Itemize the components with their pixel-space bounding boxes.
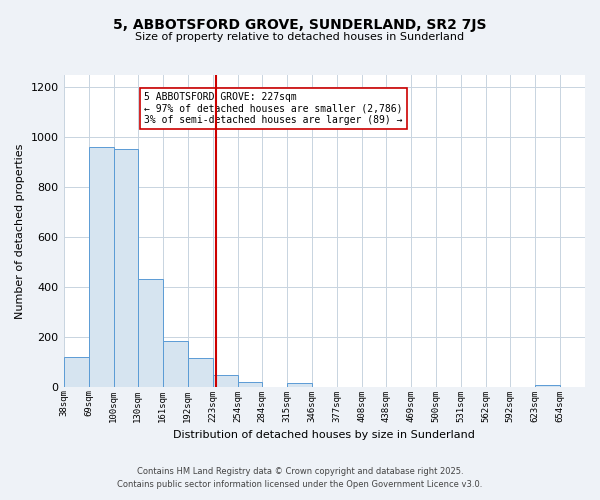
- Bar: [287, 383, 312, 386]
- Bar: [238, 382, 262, 386]
- Y-axis label: Number of detached properties: Number of detached properties: [15, 143, 25, 318]
- Bar: [163, 340, 188, 386]
- Bar: [137, 280, 163, 386]
- Text: 5, ABBOTSFORD GROVE, SUNDERLAND, SR2 7JS: 5, ABBOTSFORD GROVE, SUNDERLAND, SR2 7JS: [113, 18, 487, 32]
- X-axis label: Distribution of detached houses by size in Sunderland: Distribution of detached houses by size …: [173, 430, 475, 440]
- Text: Contains public sector information licensed under the Open Government Licence v3: Contains public sector information licen…: [118, 480, 482, 489]
- Text: Contains HM Land Registry data © Crown copyright and database right 2025.: Contains HM Land Registry data © Crown c…: [137, 467, 463, 476]
- Bar: [212, 376, 238, 386]
- Bar: [89, 148, 113, 386]
- Bar: [64, 356, 89, 386]
- Text: Size of property relative to detached houses in Sunderland: Size of property relative to detached ho…: [136, 32, 464, 42]
- Bar: [188, 358, 212, 386]
- Text: 5 ABBOTSFORD GROVE: 227sqm
← 97% of detached houses are smaller (2,786)
3% of se: 5 ABBOTSFORD GROVE: 227sqm ← 97% of deta…: [145, 92, 403, 126]
- Bar: [113, 148, 137, 386]
